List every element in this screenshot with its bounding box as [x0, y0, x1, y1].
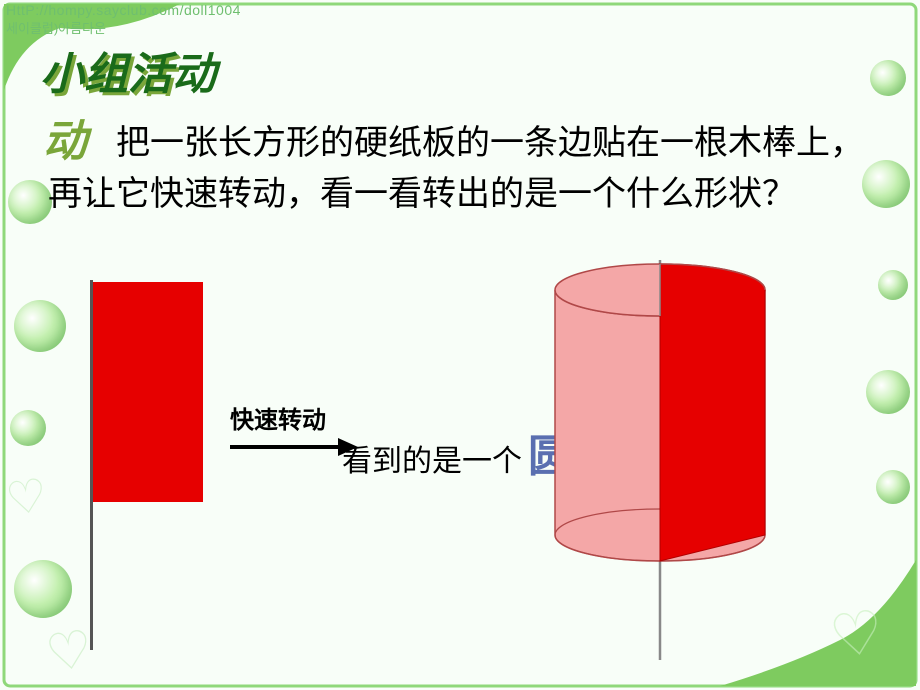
bubble-deco — [878, 270, 908, 300]
page-title: 小组活动 小组活动 — [40, 38, 216, 102]
heart-deco: ♡ — [2, 467, 50, 526]
body-paragraph: 把一张长方形的硬纸板的一条边贴在一根木棒上，再让它快速转动，看一看转出的是一个什… — [48, 118, 872, 220]
bubble-deco — [14, 300, 66, 352]
cylinder-diagram — [540, 260, 780, 680]
bubble-deco — [876, 470, 910, 504]
header-url: HttP://hompy.sayclub.com/doll1004 — [6, 2, 241, 18]
heart-deco: ♡ — [42, 619, 97, 685]
bubble-deco — [866, 370, 910, 414]
flag-rectangle — [93, 282, 203, 502]
bubble-deco — [14, 560, 72, 618]
bubble-deco — [8, 180, 52, 224]
arrow-group: 快速转动 — [230, 400, 360, 464]
bubble-deco — [10, 410, 46, 446]
heart-deco: ♡ — [825, 597, 888, 674]
answer-prefix: 看到的是一个 — [342, 436, 522, 480]
arrow-icon — [230, 435, 360, 459]
header-korean: 세이클럽)아름다운 — [6, 18, 106, 37]
bubble-deco — [870, 60, 906, 96]
arrow-label: 快速转动 — [230, 400, 360, 435]
